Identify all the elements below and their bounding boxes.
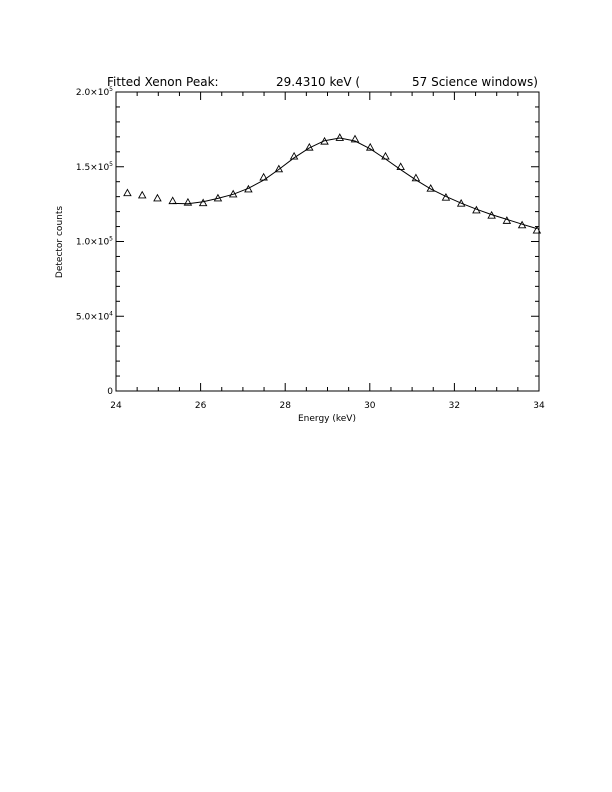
data-point-triangle: [335, 133, 345, 141]
data-point-triangle: [198, 198, 208, 207]
title-suffix: 57 Science windows): [412, 75, 538, 89]
data-point-triangle: [381, 151, 390, 160]
y-tick-label: 1.0×105: [76, 236, 113, 248]
data-point-triangle: [123, 188, 132, 197]
plot-frame: [115, 91, 540, 392]
title-peak-value: 29.4310 keV (: [276, 75, 360, 89]
x-tick-label: 32: [449, 401, 460, 411]
data-point-triangle: [137, 190, 147, 199]
major-ticks: [115, 91, 540, 392]
y-tick-label: 2.0×105: [76, 86, 113, 98]
data-point-triangle: [320, 136, 329, 145]
title-prefix: Fitted Xenon Peak:: [107, 75, 219, 89]
x-tick-label: 26: [195, 401, 207, 411]
fit-curve: [172, 137, 538, 230]
data-point-triangle: [532, 225, 542, 234]
data-point-triangle: [365, 142, 375, 151]
data-point-triangle: [289, 151, 299, 160]
data-point-triangle: [305, 142, 314, 151]
data-point-triangle: [396, 162, 405, 171]
data-point-triangle: [426, 184, 435, 192]
y-tick-labels: 0 5.0×104 1.0×105 1.5×105 2.0×105: [76, 86, 113, 397]
data-point-triangle: [502, 216, 512, 224]
y-tick-label: 5.0×104: [76, 310, 113, 322]
data-point-triangle: [350, 134, 360, 143]
data-point-triangle: [456, 198, 466, 207]
data-point-triangle: [228, 189, 238, 198]
data-point-triangle: [153, 193, 162, 202]
data-point-triangle: [441, 192, 451, 201]
data-point-triangle: [168, 196, 177, 205]
x-tick-label: 34: [533, 401, 545, 411]
x-tick-label: 28: [279, 401, 291, 411]
y-tick-label: 1.5×105: [76, 161, 113, 173]
x-tick-labels: 24 26 28 30 32 34: [110, 401, 545, 411]
x-tick-label: 30: [364, 401, 376, 411]
data-point-triangle: [487, 210, 496, 219]
data-point-triangle: [274, 164, 284, 173]
x-tick-label: 24: [110, 401, 122, 411]
data-point-triangle: [244, 184, 253, 193]
data-point-triangle: [472, 205, 481, 214]
data-point-triangle: [259, 172, 268, 181]
y-axis-label: Detector counts: [55, 206, 65, 278]
data-points-series: [123, 133, 542, 234]
data-point-triangle: [213, 193, 223, 202]
data-point-triangle: [411, 173, 421, 182]
data-point-triangle: [183, 197, 193, 206]
y-tick-label: 0: [107, 387, 113, 397]
minor-ticks: [116, 92, 539, 391]
chart-title: Fitted Xenon Peak: 29.4310 keV ( 57 Scie…: [107, 75, 538, 89]
data-point-triangle: [517, 220, 527, 229]
fit-curve-series: [172, 137, 538, 230]
x-axis-label: Energy (keV): [298, 414, 356, 424]
